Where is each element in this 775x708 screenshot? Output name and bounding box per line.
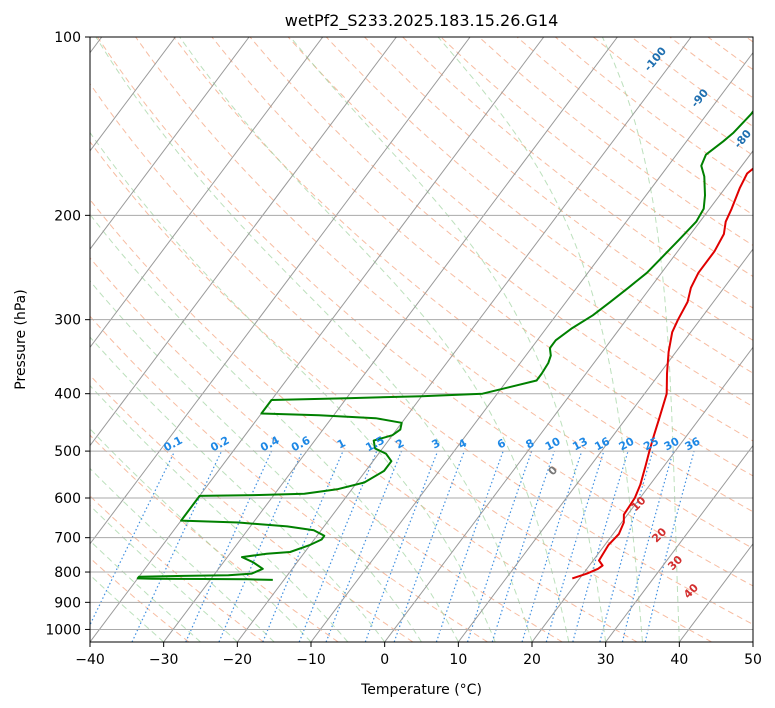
moist-adiabat-line — [90, 574, 165, 642]
moist-adiabat-line — [90, 384, 349, 642]
x-tick-label: 30 — [597, 652, 615, 668]
x-tick-label: 20 — [523, 652, 541, 668]
dry-adiabat-line — [402, 37, 753, 309]
x-tick-label: −20 — [223, 652, 253, 668]
dry-adiabat-line — [90, 83, 753, 625]
dry-adiabat-line — [249, 37, 753, 442]
mixing-ratio-line — [521, 450, 583, 642]
moist-adiabat-line — [90, 504, 238, 642]
isotherm-line — [90, 37, 324, 349]
y-tick-label: 600 — [54, 491, 81, 507]
x-axis: −40 −30 −20 −10 0 10 20 30 40 50 — [75, 642, 762, 668]
moist-adiabat-line — [90, 131, 496, 642]
y-tick-label: 100 — [54, 30, 81, 46]
mixing-ratio-line — [545, 450, 605, 642]
isotherm-line — [90, 37, 545, 642]
mixing-ratio-line — [435, 450, 504, 642]
y-tick-label: 200 — [54, 208, 81, 224]
isotherm-line — [310, 51, 753, 642]
dry-adiabat-line — [364, 37, 753, 341]
mixing-ratio-label: 20 — [617, 435, 637, 454]
isotherm-line — [236, 37, 692, 642]
isotherm-line — [163, 37, 618, 642]
y-tick-label: 900 — [54, 595, 81, 611]
mixing-ratio-line — [325, 450, 403, 642]
moist-adiabat-line — [90, 336, 386, 642]
moist-adiabat-line — [437, 37, 643, 642]
mixing-ratio-line — [599, 450, 654, 642]
x-tick-label: 10 — [449, 652, 467, 668]
isotherm-line — [605, 444, 753, 642]
dry-adiabat-line — [211, 37, 753, 477]
x-tick-label: −10 — [296, 652, 326, 668]
y-axis: 100 200 300 400 500 600 700 800 900 1000 — [45, 30, 90, 638]
chart-title: wetPf2_S233.2025.183.15.26.G14 — [285, 11, 559, 31]
dry-adiabat-line — [96, 37, 753, 587]
isotherm-line — [384, 150, 753, 642]
moist-adiabat-line — [179, 37, 570, 642]
dry-adiabat-line — [90, 198, 638, 642]
isotherm-line — [90, 37, 250, 250]
moist-adiabat-line — [95, 37, 533, 642]
y-tick-label: 800 — [54, 565, 81, 581]
background-lines — [90, 37, 753, 642]
profile-curves — [136, 109, 753, 581]
moist-adiabat-line — [90, 428, 312, 642]
mixing-ratio-line — [491, 450, 555, 642]
mixing-ratio-line — [466, 450, 533, 642]
mixing-ratio-line — [90, 450, 176, 627]
moist-adiabat-line — [601, 37, 680, 642]
mixing-ratio-label: 36 — [683, 435, 703, 454]
x-tick-label: −40 — [75, 652, 105, 668]
grid-lines — [90, 37, 753, 642]
y-axis-label: Pressure (hPa) — [13, 289, 29, 389]
mixing-ratio-label: 13 — [570, 435, 590, 454]
isotherm-line — [90, 37, 397, 447]
x-tick-label: 0 — [380, 652, 389, 668]
isotherm-line — [90, 37, 176, 152]
isotherm-line — [531, 346, 753, 642]
x-axis-label: Temperature (°C) — [360, 682, 482, 698]
x-tick-label: 50 — [744, 652, 762, 668]
y-tick-label: 300 — [54, 313, 81, 329]
y-tick-label: 1000 — [45, 622, 81, 638]
isotherm-line — [457, 248, 753, 642]
dry-adiabat-line — [90, 257, 563, 642]
dry-adiabat-line — [173, 37, 753, 513]
mixing-ratio-line — [364, 450, 439, 642]
mixing-ratio-line — [621, 450, 674, 642]
temperature-series-line — [571, 167, 753, 580]
mixing-ratio-line — [572, 450, 629, 642]
isotherm-line — [90, 37, 471, 545]
mixing-ratio-label: 30 — [662, 435, 682, 454]
plot-frame — [89, 36, 754, 643]
mixing-ratio-label: 25 — [641, 435, 661, 454]
dry-adiabat-line — [90, 140, 712, 642]
x-tick-label: 40 — [670, 652, 688, 668]
mixing-ratio-line — [185, 450, 273, 642]
moist-adiabat-line — [290, 37, 607, 642]
moist-adiabat-line — [90, 467, 275, 642]
y-tick-label: 400 — [54, 387, 81, 403]
y-tick-label: 500 — [54, 444, 81, 460]
mixing-ratio-line — [262, 450, 344, 642]
mixing-ratio-label: 16 — [592, 435, 612, 454]
x-tick-label: −30 — [149, 652, 179, 668]
mixing-ratio-label: 10 — [543, 435, 563, 454]
y-tick-label: 700 — [54, 531, 81, 547]
moist-adiabat-line — [90, 540, 201, 642]
dewpoint-series-line — [136, 109, 753, 581]
mixing-ratio-line — [298, 450, 378, 642]
